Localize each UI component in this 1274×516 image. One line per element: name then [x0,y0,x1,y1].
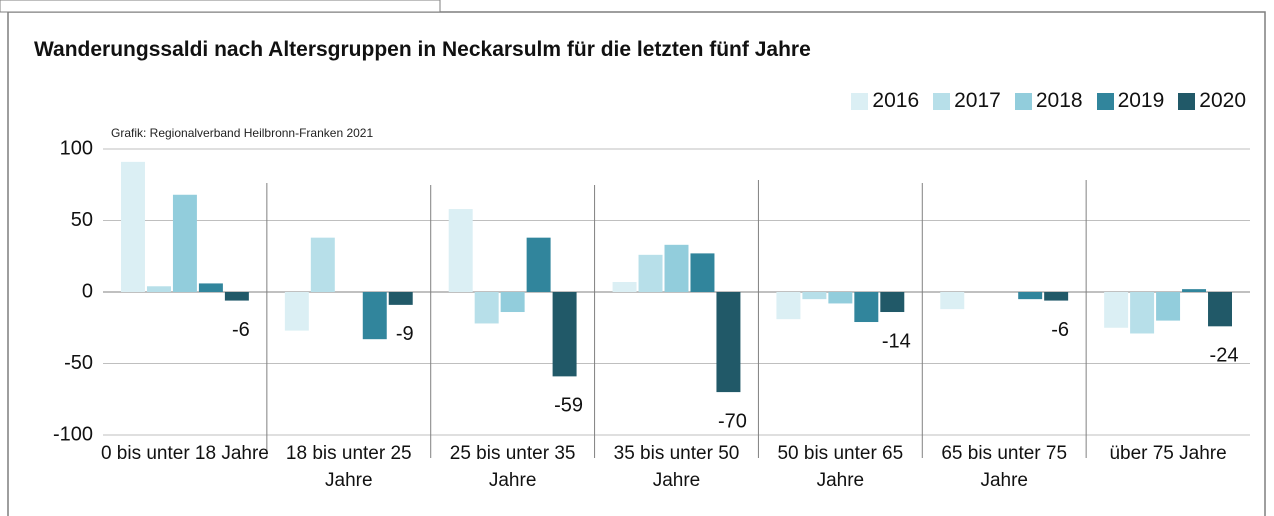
legend-swatch [1178,92,1196,110]
bar [1156,292,1181,321]
data-label: -14 [882,330,911,352]
bar [940,292,965,310]
x-tick-label: 25 bis unter 35 Jahre [449,443,576,491]
x-tick-label: 0 bis unter 18 Jahre [100,443,269,464]
bar [776,292,801,320]
bar [526,237,551,292]
bar [1044,292,1069,301]
bar [854,292,879,323]
x-tick-label: 35 bis unter 50 Jahre [613,443,740,491]
x-tick-label: 65 bis unter 75 Jahre [941,443,1068,491]
legend-label: 2017 [954,89,1001,112]
data-label: -70 [718,410,747,432]
bar [500,292,525,313]
bar [802,292,827,300]
bar [690,253,715,292]
legend-label: 2020 [1199,89,1246,112]
bar [198,283,223,292]
y-tick-label: -100 [53,423,93,445]
bar [638,254,663,292]
tab-frame [0,0,441,13]
bar [612,281,637,292]
chart-title: Wanderungssaldi nach Altersgruppen in Ne… [34,38,811,61]
bar [552,292,577,377]
y-tick-label: 100 [60,137,93,159]
data-label: -6 [232,319,250,341]
y-tick-label: 0 [82,280,93,302]
bar [828,292,853,304]
bar [1208,292,1232,327]
bar [172,194,197,292]
x-tick-label: 18 bis unter 25 Jahre [285,443,412,491]
data-label: -24 [1210,345,1239,367]
legend-item: 2016 [851,89,919,113]
legend-item: 2020 [1178,89,1246,113]
bar [474,292,499,324]
x-tick-label: über 75 Jahre [1109,443,1227,464]
legend-label: 2018 [1035,89,1083,112]
bar [664,244,689,292]
bar [880,292,905,313]
legend-item: 2018 [1014,89,1083,113]
legend-item: 2019 [1096,89,1165,113]
bar [448,209,473,292]
legend-label: 2016 [872,89,920,112]
legend: 2016 2017 2018 2019 2020 [851,89,1246,113]
bar [362,292,387,340]
bar [1018,292,1043,300]
bar [310,237,335,292]
subtitle: Grafik: Regionalverband Heilbronn-Franke… [111,126,373,140]
bar [1130,292,1155,334]
legend-swatch [1096,92,1114,110]
bar [1104,292,1129,328]
data-label: -9 [396,323,414,345]
data-label: -59 [554,395,583,417]
y-tick-label: 50 [71,209,93,231]
bar [146,286,171,292]
bar [388,292,413,305]
legend-swatch [1014,92,1032,110]
bar [716,292,741,393]
y-tick-label: -50 [64,352,93,374]
legend-swatch [851,92,869,110]
x-tick-label: 50 bis unter 65 Jahre [777,443,904,491]
bar [284,292,309,331]
data-label: -6 [1051,319,1069,341]
legend-label: 2019 [1117,89,1165,112]
legend-swatch [933,92,951,110]
legend-item: 2017 [933,89,1001,113]
bar [121,161,145,292]
bar [1182,289,1207,292]
bar [224,292,249,301]
